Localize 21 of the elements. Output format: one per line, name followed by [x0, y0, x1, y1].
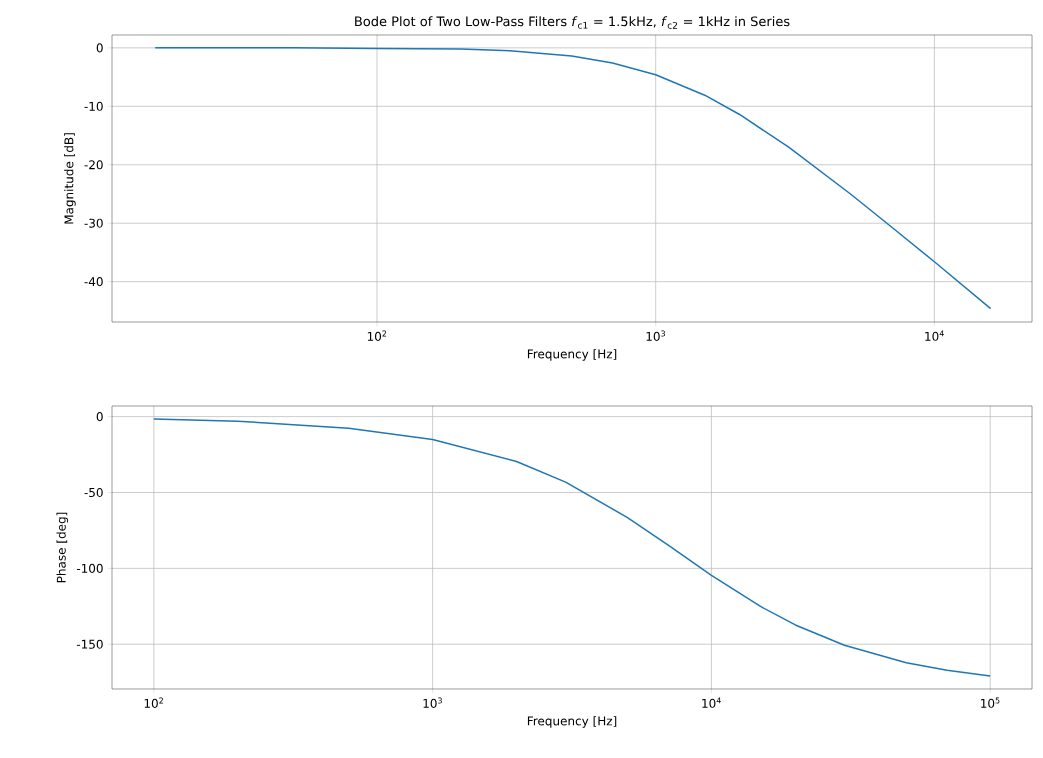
y-tick-label: 0 [96, 43, 103, 53]
y-axis-title: Magnitude [dB] [64, 133, 76, 224]
y-tick-label: 0 [96, 412, 103, 422]
y-tick-label: -50 [84, 487, 103, 498]
y-tick-label: -40 [84, 277, 103, 287]
y-axis-title: Phase [deg] [56, 512, 69, 583]
x-tick-label: 10$^{5}$ [981, 697, 1000, 708]
y-tick-label: -20 [84, 160, 103, 170]
x-axis-title: Frequency [Hz] [527, 716, 617, 728]
x-axis-title: Frequency [Hz] [527, 349, 617, 361]
x-tick-label: 10$^{2}$ [367, 330, 387, 341]
x-tick-label: 10$^{2}$ [144, 697, 163, 708]
y-tick-label: -10 [84, 101, 103, 111]
y-tick-label: -30 [84, 218, 103, 228]
chart-title: Bode Plot of Two Low-Pass Filters f$_{c1}$ = 1.5kHz, f$_{c2}$ = 1kHz in Series [355, 16, 790, 29]
y-tick-label: -100 [76, 563, 103, 573]
x-tick-label: 10$^{3}$ [646, 330, 665, 341]
x-tick-label: 10$^{4}$ [925, 330, 944, 341]
x-tick-label: 10$^{3}$ [423, 697, 442, 708]
y-tick-label: -150 [76, 639, 103, 649]
x-tick-label: 10$^{4}$ [702, 697, 721, 708]
